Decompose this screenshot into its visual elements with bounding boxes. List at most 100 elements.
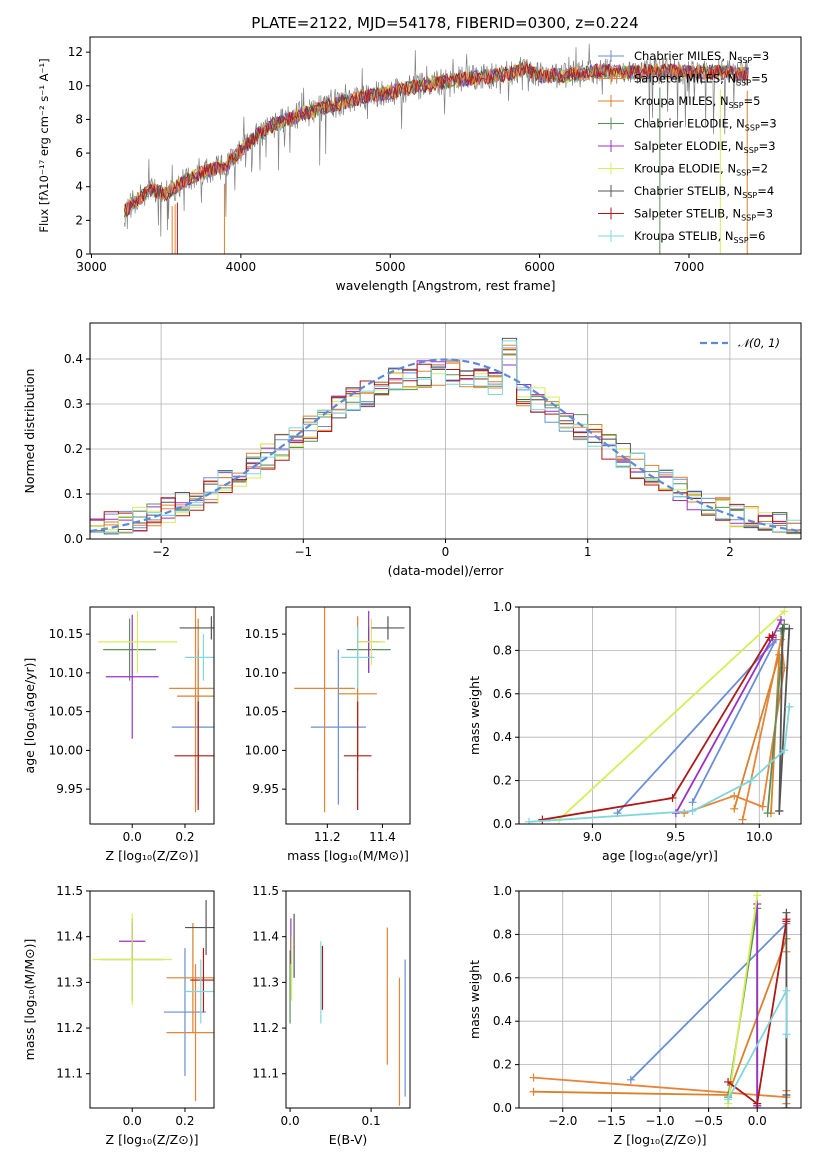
weight-line-8 bbox=[528, 706, 791, 823]
weight-marker bbox=[680, 809, 689, 818]
errorbar-point bbox=[343, 701, 372, 811]
x-axis-label: mass [log₁₀(M/M⊙)] bbox=[287, 848, 409, 863]
legend-count: =3 bbox=[756, 207, 773, 221]
y-tick-label: 11.5 bbox=[56, 884, 83, 898]
y-tick-label: 0.2 bbox=[493, 774, 512, 788]
weight-line-7 bbox=[542, 634, 774, 821]
y-tick-label: 11.3 bbox=[56, 975, 83, 989]
weight-marker bbox=[763, 809, 772, 818]
y-tick-label: 0.6 bbox=[493, 971, 512, 985]
model-spectrum-7 bbox=[124, 62, 749, 216]
weight-marker bbox=[782, 1104, 791, 1108]
normal-curve bbox=[90, 358, 801, 533]
y-tick-label: 11.3 bbox=[252, 975, 279, 989]
y-tick-label: 10.05 bbox=[49, 705, 83, 719]
x-tick-label: 5000 bbox=[375, 260, 406, 274]
x-axis-label: Z [log₁₀(Z/Z⊙)] bbox=[614, 1132, 707, 1147]
y-tick-label: 10.10 bbox=[245, 666, 279, 680]
x-tick-label: −1.0 bbox=[645, 1114, 674, 1128]
weight-marker bbox=[782, 1090, 791, 1099]
legend-count: =6 bbox=[749, 229, 766, 243]
panel-residuals: −2 −1 0 1 2 0.0 0.1 0.2 0.3 0.4 (data-model)/error… bbox=[22, 322, 802, 578]
y-axis-label: Flux [fλ10⁻¹⁷ erg cm⁻² s⁻¹ A⁻¹] bbox=[37, 58, 51, 232]
legend-label: Salpeter MILES, NSSP=5 bbox=[634, 72, 768, 88]
weight-marker bbox=[780, 620, 789, 629]
errorbar-point bbox=[103, 618, 156, 681]
weight-marker bbox=[746, 776, 755, 785]
legend-label: Kroupa STELIB, NSSP=6 bbox=[634, 229, 765, 245]
errorbar-point bbox=[357, 618, 386, 666]
weight-marker bbox=[785, 702, 794, 711]
weight-marker bbox=[538, 815, 547, 824]
weight-marker bbox=[753, 891, 762, 900]
weight-marker bbox=[529, 1087, 538, 1096]
errorbar-point bbox=[184, 634, 214, 681]
axes-frame bbox=[285, 606, 411, 825]
y-tick-label: 0.2 bbox=[64, 442, 83, 456]
legend-label: Kroupa MILES, NSSP=5 bbox=[634, 94, 760, 110]
x-tick-label: 1 bbox=[584, 545, 592, 559]
axes-frame bbox=[89, 36, 802, 255]
plot-area bbox=[529, 891, 791, 1108]
y-tick-label: 11.1 bbox=[252, 1067, 279, 1081]
y-tick-label: 11.2 bbox=[56, 1021, 83, 1035]
errorbar-point bbox=[310, 649, 366, 805]
weight-marker bbox=[724, 1095, 733, 1104]
y-tick-label: 12 bbox=[68, 45, 83, 59]
weight-line-5 bbox=[727, 895, 759, 1104]
x-tick-label: 3000 bbox=[76, 260, 107, 274]
grid bbox=[519, 890, 801, 1109]
legend-label: Salpeter STELIB, NSSP=3 bbox=[634, 207, 773, 223]
y-tick-label: 0 bbox=[75, 247, 83, 261]
x-tick-label: 0.0 bbox=[123, 1114, 142, 1128]
grid bbox=[519, 606, 801, 825]
x-tick-label: −1 bbox=[294, 545, 312, 559]
y-tick-label: 9.95 bbox=[56, 782, 83, 796]
weight-marker bbox=[525, 817, 534, 824]
y-tick-label: 0.0 bbox=[493, 817, 512, 831]
plot-area bbox=[289, 913, 406, 1106]
errorbar-point bbox=[184, 900, 214, 955]
x-tick-label: 6000 bbox=[524, 260, 555, 274]
weight-marker bbox=[730, 791, 739, 800]
weight-marker bbox=[668, 793, 677, 802]
y-tick-label: 0.2 bbox=[493, 1058, 512, 1072]
y-tick-label: 0.0 bbox=[64, 532, 83, 546]
y-tick-label: 0.4 bbox=[493, 1014, 512, 1028]
legend-count: =3 bbox=[759, 139, 776, 153]
legend-count: =3 bbox=[752, 49, 769, 63]
legend-subscript: SSP bbox=[729, 101, 744, 110]
panel-weight-vs-Z: −2.0 −1.5 −1.0 −0.5 0.0 0.0 0.2 0.4 0.6 0.8 1.0 Z [… bbox=[467, 884, 802, 1147]
legend-subscript: SSP bbox=[742, 191, 757, 200]
weight-marker bbox=[758, 802, 767, 811]
errorbar-point bbox=[92, 913, 172, 1006]
y-tick-label: 11.4 bbox=[252, 930, 279, 944]
y-tick-label: 9.95 bbox=[252, 782, 279, 796]
weight-marker bbox=[776, 616, 785, 625]
legend: 𝒩(0, 1) bbox=[700, 336, 780, 350]
y-tick-label: 1.0 bbox=[493, 600, 512, 614]
x-tick-label: 9.0 bbox=[583, 830, 602, 844]
legend-count: =4 bbox=[757, 184, 774, 198]
axes-frame bbox=[89, 890, 215, 1109]
y-tick-label: 0.4 bbox=[493, 730, 512, 744]
x-tick-label: 2 bbox=[726, 545, 734, 559]
y-tick-label: 11.5 bbox=[252, 884, 279, 898]
legend-label: Chabrier ELODIE, NSSP=3 bbox=[634, 117, 777, 133]
y-tick-label: 0.1 bbox=[64, 487, 83, 501]
y-tick-label: 10.00 bbox=[49, 743, 83, 757]
x-tick-label: −1.5 bbox=[597, 1114, 626, 1128]
y-tick-label: 11.2 bbox=[252, 1021, 279, 1035]
errorbar-point bbox=[174, 701, 214, 811]
weight-line-0 bbox=[630, 922, 788, 1081]
axes-frame bbox=[89, 606, 215, 825]
grid bbox=[90, 323, 801, 540]
y-tick-label: 11.1 bbox=[56, 1067, 83, 1081]
weight-marker bbox=[768, 631, 777, 640]
x-tick-label: 0.0 bbox=[748, 1114, 767, 1128]
legend-count: =3 bbox=[760, 117, 777, 131]
legend-count: =2 bbox=[751, 162, 768, 176]
errorbar-point bbox=[166, 922, 214, 1033]
x-tick-label: 7000 bbox=[674, 260, 705, 274]
